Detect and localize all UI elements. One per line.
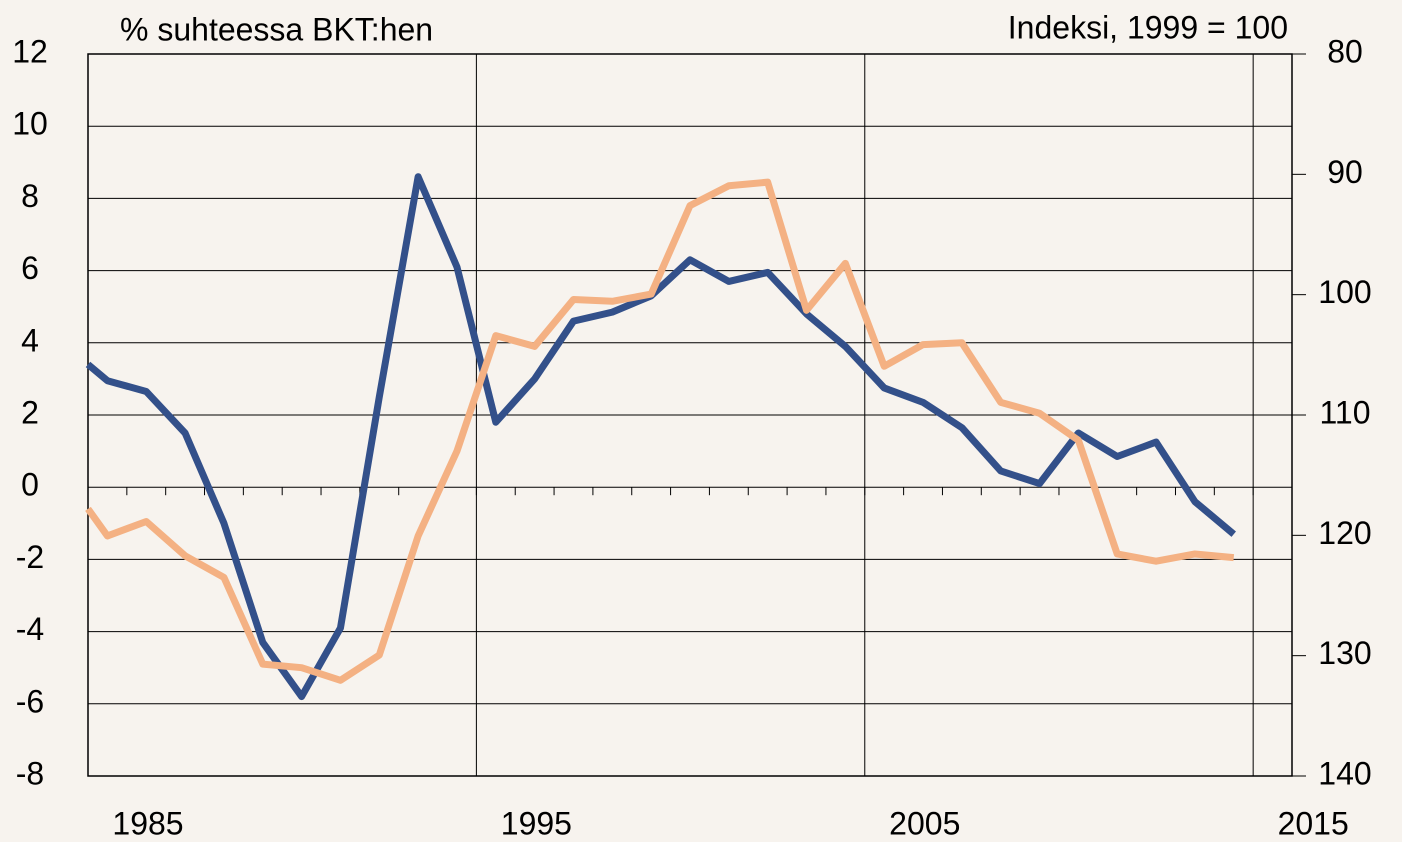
y-axis-label: % suhteessa BKT:hen (120, 11, 433, 47)
y-tick-label: 8 (21, 178, 39, 214)
y2-tick-label: 130 (1318, 635, 1371, 671)
line-series (85, 178, 1235, 684)
x-tick-label: 1985 (112, 805, 183, 841)
y2-tick-label: 80 (1327, 33, 1363, 69)
y2-tick-label: 90 (1327, 154, 1363, 190)
y-tick-label: -6 (16, 683, 44, 719)
x-tick-label: 2005 (889, 805, 960, 841)
y-tick-label: -2 (16, 539, 44, 575)
x-tick-label: 2015 (1278, 805, 1349, 841)
x-tick-label: 1995 (501, 805, 572, 841)
y-tick-label: 2 (21, 394, 39, 430)
y-tick-label: 10 (12, 106, 48, 142)
y2-tick-label: 100 (1318, 274, 1371, 310)
y2-axis-label: Indeksi, 1999 = 100 (1008, 9, 1288, 45)
y-tick-label: 12 (12, 33, 48, 69)
y-tick-label: -8 (16, 755, 44, 791)
y2-tick-label: 120 (1318, 515, 1371, 551)
y2-tick-label: 140 (1318, 755, 1371, 791)
y2-tick-label: 110 (1319, 394, 1370, 430)
line-series (85, 173, 1236, 701)
y-tick-label: 6 (21, 250, 39, 286)
y-tick-label: -4 (16, 611, 44, 647)
y-tick-label: 0 (21, 467, 39, 503)
y-tick-label: 4 (21, 322, 39, 358)
plot-frame (87, 53, 1293, 777)
